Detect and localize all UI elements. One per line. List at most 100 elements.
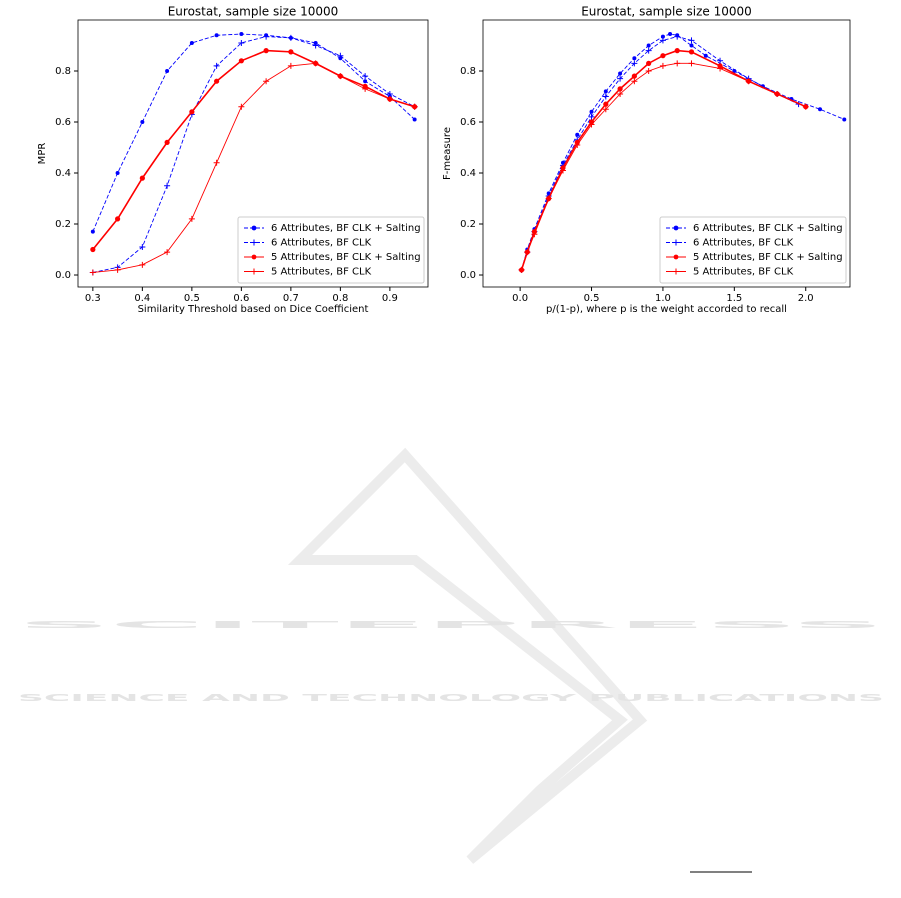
legend-box — [659, 216, 847, 284]
point — [646, 43, 651, 48]
legend-label: 6 Attributes, BF CLK + Salting — [693, 223, 843, 234]
plot-frame — [77, 19, 429, 288]
point — [140, 120, 145, 125]
point — [688, 60, 695, 67]
point — [188, 215, 195, 222]
legend-label: 6 Attributes, BF CLK — [693, 238, 794, 249]
legend-label: 6 Attributes, BF CLK — [271, 238, 372, 249]
point — [674, 60, 681, 67]
point — [632, 56, 637, 61]
point — [518, 266, 525, 273]
point — [842, 117, 847, 122]
point — [214, 78, 220, 84]
series-line — [521, 36, 799, 271]
point — [139, 243, 146, 250]
x-tick-label: 0.5 — [584, 293, 600, 304]
x-tick-label: 0.7 — [283, 293, 299, 304]
watermark-subtitle: SCIENCE AND TECHNOLOGY PUBLICATIONS — [18, 693, 884, 704]
legend-label: 5 Attributes, BF CLK + Salting — [693, 252, 843, 263]
legend-marker — [251, 239, 257, 246]
point — [818, 107, 823, 112]
point — [263, 78, 270, 85]
point — [659, 37, 666, 44]
point — [164, 182, 171, 189]
legend-marker — [673, 239, 679, 246]
point — [238, 103, 245, 110]
legend-marker — [251, 268, 257, 275]
point — [703, 53, 708, 58]
point — [602, 106, 609, 113]
point — [617, 75, 624, 82]
point — [631, 73, 637, 79]
point — [774, 90, 781, 97]
point — [288, 49, 294, 55]
point — [90, 229, 95, 234]
point — [645, 68, 652, 75]
point — [559, 167, 566, 174]
series-line — [521, 62, 806, 271]
point — [618, 71, 623, 76]
point — [589, 109, 594, 114]
point — [312, 42, 319, 49]
point — [363, 79, 368, 84]
x-tick-label: 1.5 — [726, 293, 742, 304]
point — [90, 246, 96, 253]
point — [287, 34, 294, 41]
point — [239, 32, 244, 37]
y-tick-label: 0.6 — [460, 117, 476, 128]
series-line — [92, 62, 415, 273]
series-line — [92, 33, 415, 232]
point — [524, 249, 531, 256]
point — [531, 231, 538, 238]
y-tick-label: 0.0 — [55, 270, 71, 281]
x-tick-label: 1.0 — [655, 293, 671, 304]
point — [213, 62, 220, 69]
point — [89, 269, 96, 276]
y-axis-label: MPR — [37, 143, 48, 165]
point — [386, 96, 393, 103]
legend-marker — [673, 254, 679, 260]
point — [660, 53, 666, 59]
point — [263, 33, 270, 40]
point — [238, 39, 245, 46]
point — [688, 49, 695, 55]
series-line — [92, 36, 415, 273]
point — [213, 159, 220, 166]
y-tick-label: 0.2 — [460, 219, 476, 230]
point — [617, 90, 624, 97]
watermark-title: SCITEPRESS — [18, 620, 884, 631]
x-tick-label: 0.3 — [85, 293, 101, 304]
series-line — [92, 49, 415, 251]
point — [631, 60, 638, 67]
legend-marker — [251, 254, 257, 260]
point — [115, 171, 120, 176]
x-tick-label: 0.8 — [332, 293, 348, 304]
point — [362, 73, 369, 80]
x-tick-label: 0.9 — [382, 293, 398, 304]
legend-label: 5 Attributes, BF CLK — [693, 267, 794, 278]
x-tick-label: 2.0 — [798, 293, 814, 304]
legend-box — [237, 216, 425, 284]
y-tick-label: 0.4 — [460, 168, 476, 179]
legend-marker — [673, 268, 679, 275]
legend-label: 5 Attributes, BF CLK + Salting — [271, 252, 421, 263]
point — [802, 103, 809, 110]
point — [668, 32, 673, 37]
point — [660, 34, 665, 39]
point — [412, 117, 417, 122]
legend-label: 5 Attributes, BF CLK — [271, 267, 372, 278]
point — [164, 249, 171, 256]
point — [674, 48, 680, 54]
x-tick-label: 0.0 — [512, 293, 528, 304]
point — [602, 93, 609, 100]
point — [717, 65, 724, 72]
point — [588, 113, 595, 120]
chart-title: Eurostat, sample size 10000 — [581, 5, 752, 19]
point — [189, 40, 194, 45]
point — [115, 216, 121, 222]
y-tick-label: 0.4 — [55, 168, 71, 179]
point — [688, 37, 695, 44]
point — [603, 101, 609, 107]
point — [574, 141, 581, 148]
point — [189, 109, 195, 115]
